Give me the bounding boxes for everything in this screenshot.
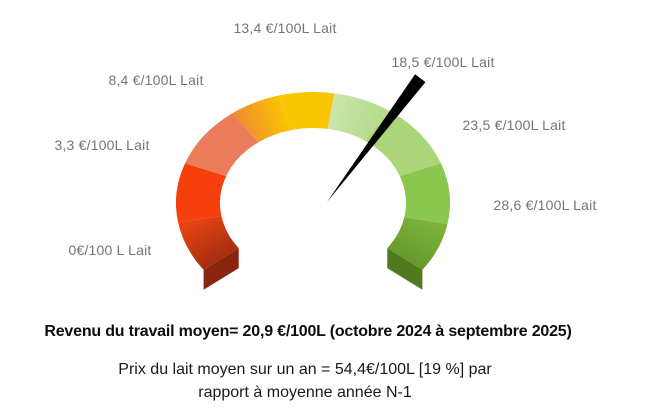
milk-price-caption-line2: rapport à moyenne année N-1	[198, 384, 412, 401]
gauge-tick-label-0: 0€/100 L Lait	[68, 242, 152, 258]
gauge-needle	[327, 74, 426, 202]
gauge-tick-label-4: 18,5 €/100L Lait	[391, 54, 495, 70]
gauge-tick-label-3: 13,4 €/100L Lait	[233, 20, 337, 36]
gauge-segment	[176, 163, 227, 223]
gauge-segment	[327, 93, 390, 141]
revenue-caption: Revenu du travail moyen= 20,9 €/100L (oc…	[44, 323, 572, 340]
gauge-tick-label-6: 28,6 €/100L Lait	[493, 197, 597, 213]
milk-price-caption-line1: Prix du lait moyen sur un an = 54,4€/100…	[118, 361, 492, 378]
gauge-segment	[185, 113, 259, 177]
gauge-segment	[279, 92, 335, 131]
gauge-end-face	[203, 248, 239, 290]
gauge-segment	[178, 216, 239, 270]
gauge-segment	[399, 163, 450, 225]
gauge-segment	[387, 217, 448, 270]
milk-price-caption: Prix du lait moyen sur un an = 54,4€/100…	[118, 358, 491, 404]
gauge-end-face	[387, 248, 423, 290]
gauge-segment	[232, 95, 291, 143]
gauge-tick-label-1: 3,3 €/100L Lait	[54, 137, 150, 153]
gauge-tick-label-2: 8,4 €/100L Lait	[108, 72, 204, 88]
gauge-tick-label-5: 23,5 €/100L Lait	[462, 117, 566, 133]
